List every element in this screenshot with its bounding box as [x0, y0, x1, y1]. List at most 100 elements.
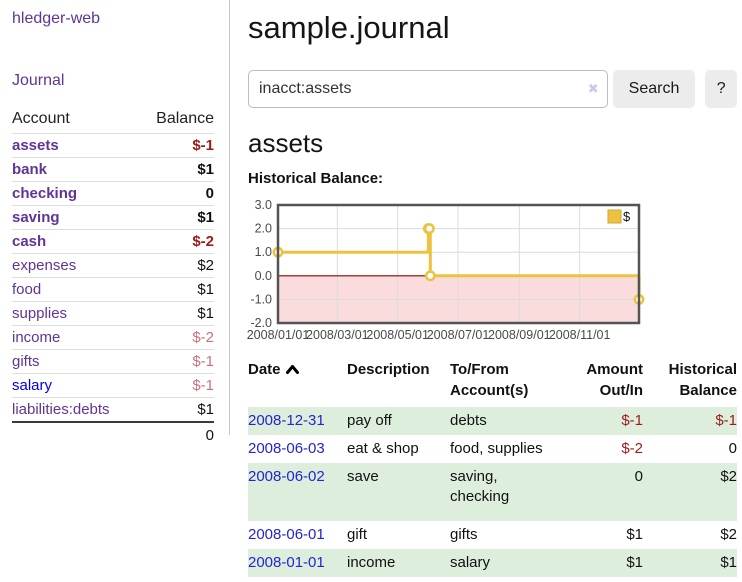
transaction-date-cell: 2008-01-01 — [248, 549, 347, 577]
account-balance: $-1 — [138, 349, 214, 374]
svg-text:2.0: 2.0 — [255, 222, 272, 236]
sidebar-item-journal[interactable]: Journal — [12, 72, 65, 89]
transaction-date-link[interactable]: 2008-06-03 — [248, 440, 325, 457]
transaction-date-cell: 2008-12-31 — [248, 407, 347, 435]
account-row: gifts $-1 — [12, 349, 214, 374]
account-link-bank[interactable]: bank — [12, 161, 48, 178]
account-link-supplies[interactable]: supplies — [12, 305, 68, 322]
column-header-description: Description — [347, 361, 430, 378]
clear-search-icon[interactable]: ✖ — [587, 81, 599, 96]
transaction-accounts-cell: debts — [450, 412, 487, 429]
account-tree-body: assets $-1 bank $1 checking 0 saving $1 cash $-2 e… — [12, 133, 214, 423]
historical-balance-chart: $3.0 2.0 1.0 0.0 -1.0 -2.0 2008/01/01 2008/03/0… — [247, 198, 648, 345]
account-balance: $-1 — [138, 373, 214, 398]
transaction-description-cell: save — [347, 468, 379, 485]
main-content: sample.journal ✖ Search ? assets Histori… — [231, 0, 742, 577]
svg-text:-2.0: -2.0 — [250, 316, 272, 330]
chart-canvas: $3.0 2.0 1.0 0.0 -1.0 -2.02008/01/012008/03/0… — [247, 198, 645, 342]
account-balance: $1 — [138, 205, 214, 230]
account-column-header: Account — [12, 110, 139, 134]
account-balance: $1 — [138, 277, 214, 302]
svg-text:2008/03/01: 2008/03/01 — [306, 328, 369, 342]
svg-text:2008/05/01: 2008/05/01 — [366, 328, 429, 342]
transaction-row: 2008-12-31 pay off debts $-1 $-1 — [248, 407, 737, 435]
transaction-date-link[interactable]: 2008-01-01 — [248, 554, 325, 571]
search-button[interactable]: Search — [612, 70, 696, 108]
svg-text:1.0: 1.0 — [255, 245, 272, 259]
account-row: cash $-2 — [12, 229, 214, 254]
transaction-balance-cell: $2 — [720, 526, 737, 543]
account-row: liabilities:debts $1 — [12, 397, 214, 423]
transaction-date-cell: 2008-06-02 — [248, 463, 347, 521]
account-balance: $-2 — [138, 325, 214, 350]
transaction-row: 2008-06-03 eat & shop food, supplies $-2 0 — [248, 435, 737, 463]
account-balance: 0 — [138, 181, 214, 206]
transaction-accounts-cell: saving, checking — [450, 468, 510, 505]
account-balance: $-2 — [138, 229, 214, 254]
transaction-accounts-cell: food, supplies — [450, 440, 543, 457]
total-balance: 0 — [138, 421, 214, 448]
transaction-amount-cell: $-1 — [621, 412, 643, 429]
transaction-accounts-cell: salary — [450, 554, 491, 571]
svg-text:0.0: 0.0 — [255, 269, 272, 283]
account-row: saving $1 — [12, 205, 214, 230]
transaction-balance-cell: 0 — [728, 440, 737, 457]
svg-text:-1.0: -1.0 — [250, 292, 272, 306]
transaction-accounts-cell: gifts — [450, 526, 478, 543]
transaction-amount-cell: $1 — [626, 554, 643, 571]
svg-text:2008/07/01: 2008/07/01 — [427, 328, 490, 342]
account-link-saving[interactable]: saving — [12, 209, 60, 226]
transaction-description-cell: gift — [347, 526, 368, 543]
account-link-expenses[interactable]: expenses — [12, 257, 77, 274]
svg-text:2008/11/01: 2008/11/01 — [549, 328, 611, 342]
column-header-date[interactable]: Date — [248, 359, 347, 407]
account-link-income[interactable]: income — [12, 329, 61, 346]
account-row: salary $-1 — [12, 373, 214, 398]
transaction-date-cell: 2008-06-01 — [248, 521, 347, 549]
column-header-amount: Amount Out/In — [586, 361, 643, 399]
account-row: food $1 — [12, 277, 214, 302]
total-row: 0 — [12, 421, 214, 448]
search-box: ✖ — [248, 70, 608, 108]
transaction-balance-cell: $2 — [720, 468, 737, 485]
transaction-date-link[interactable]: 2008-12-31 — [248, 412, 325, 429]
account-link-liabilities-debts[interactable]: liabilities:debts — [12, 401, 110, 418]
transaction-amount-cell: 0 — [634, 468, 643, 485]
account-link-assets[interactable]: assets — [12, 137, 59, 154]
transaction-description-cell: income — [347, 554, 396, 571]
account-balance: $1 — [138, 301, 214, 326]
search-input[interactable] — [248, 70, 608, 108]
register-header-row: Date Description To/From Account(s) Amoun… — [248, 359, 737, 407]
account-balance: $1 — [138, 157, 214, 182]
transaction-amount-cell: $1 — [626, 526, 643, 543]
account-row: checking 0 — [12, 181, 214, 206]
transaction-balance-cell: $-1 — [715, 412, 737, 429]
account-row: bank $1 — [12, 157, 214, 182]
account-balance: $1 — [138, 397, 214, 423]
transaction-row: 2008-06-02 save saving, checking 0 $2 — [248, 463, 737, 521]
account-link-checking[interactable]: checking — [12, 185, 78, 202]
transaction-date-link[interactable]: 2008-06-01 — [248, 526, 325, 543]
account-tree-table: Account Balance assets $-1 bank $1 checking 0… — [12, 110, 214, 448]
search-form: ✖ Search ? — [248, 70, 737, 108]
account-row: income $-2 — [12, 325, 214, 350]
page-title: sample.journal — [248, 10, 450, 45]
account-link-salary[interactable]: salary — [12, 377, 53, 394]
transaction-description-cell: pay off — [347, 412, 392, 429]
svg-text:2008/09/01: 2008/09/01 — [488, 328, 551, 342]
column-header-accounts: To/From Account(s) — [450, 361, 529, 399]
account-link-cash[interactable]: cash — [12, 233, 47, 250]
svg-text:2008/01/01: 2008/01/01 — [247, 328, 310, 342]
svg-text:$: $ — [623, 209, 631, 224]
brand-link[interactable]: hledger-web — [12, 10, 101, 27]
transaction-date-link[interactable]: 2008-06-02 — [248, 468, 325, 485]
help-button[interactable]: ? — [705, 70, 737, 108]
transaction-description-cell: eat & shop — [347, 440, 419, 457]
svg-text:3.0: 3.0 — [255, 198, 272, 212]
transaction-balance-cell: $1 — [720, 554, 737, 571]
transaction-amount-cell: $-2 — [621, 440, 643, 457]
account-link-gifts[interactable]: gifts — [12, 353, 40, 370]
sort-ascending-icon — [285, 365, 299, 374]
account-link-food[interactable]: food — [12, 281, 42, 298]
